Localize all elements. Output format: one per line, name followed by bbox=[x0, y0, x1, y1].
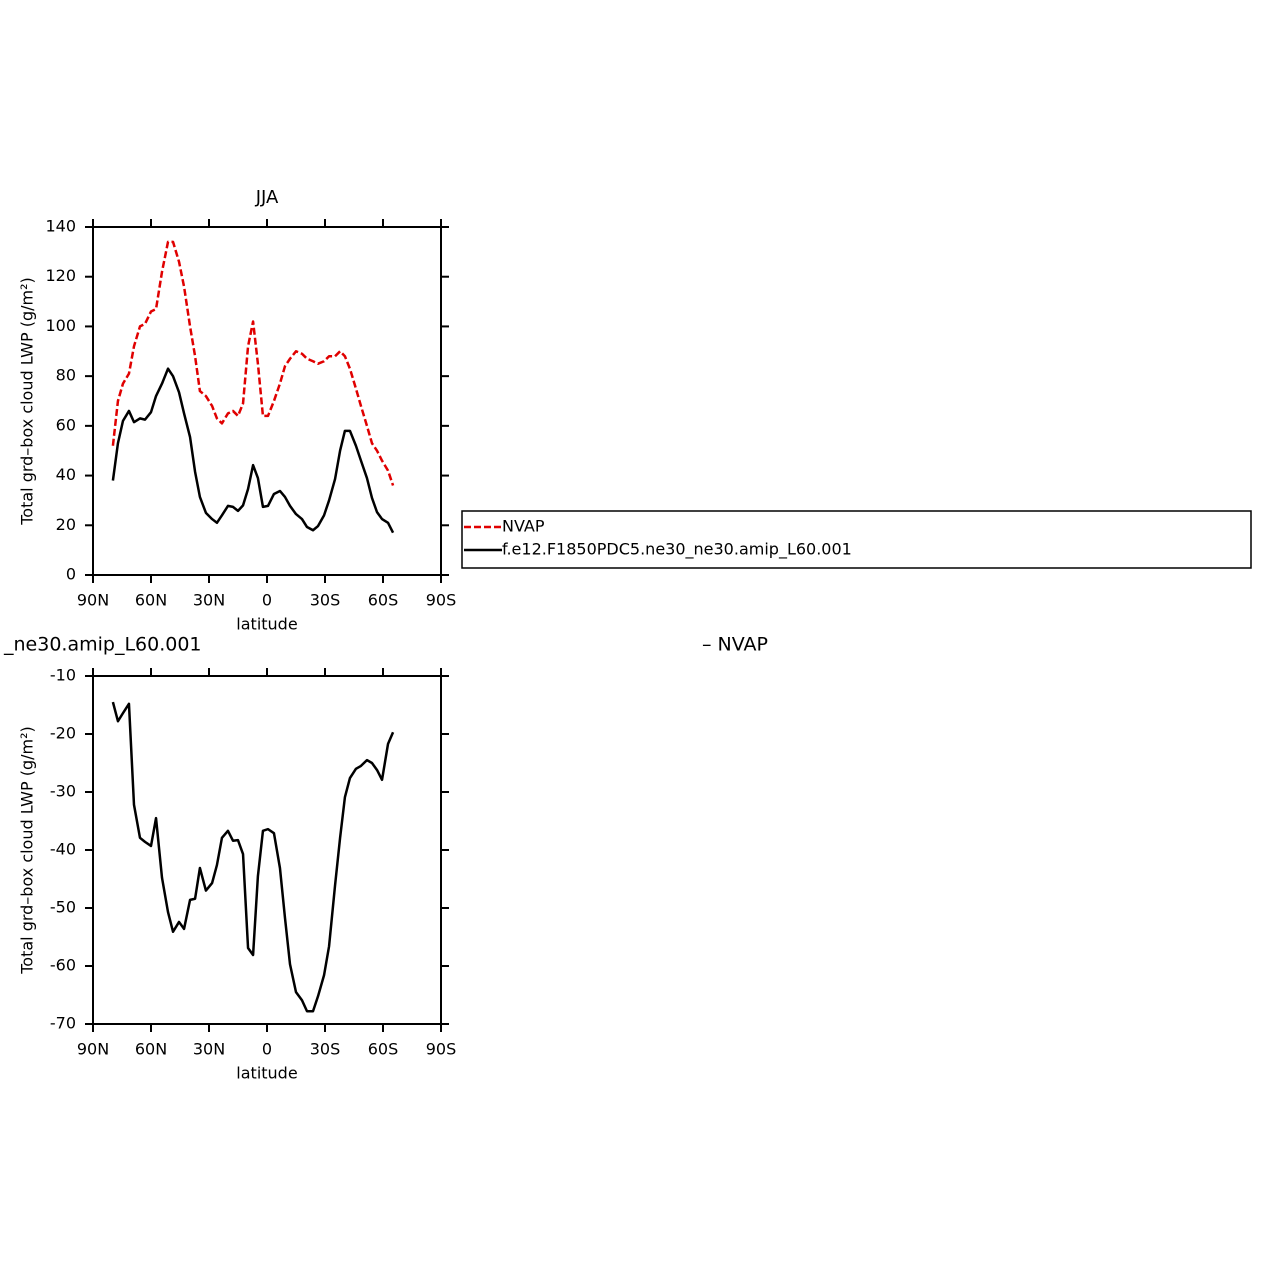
x-tick-label: 60S bbox=[368, 591, 399, 610]
y-tick-label: -40 bbox=[50, 840, 76, 859]
x-tick-label: 30N bbox=[193, 591, 225, 610]
legend-label: f.e12.F1850PDC5.ne30_ne30.amip_L60.001 bbox=[502, 540, 852, 560]
x-tick-label: 60S bbox=[368, 1040, 399, 1059]
y-tick-label: 140 bbox=[45, 217, 76, 236]
y-tick-label: 80 bbox=[56, 366, 76, 385]
x-tick-label: 0 bbox=[262, 1040, 272, 1059]
chart-title-left: _ne30.amip_L60.001 bbox=[3, 634, 202, 656]
x-tick-label: 90N bbox=[77, 591, 109, 610]
y-tick-label: -60 bbox=[50, 956, 76, 975]
y-axis-label: Total grd–box cloud LWP (g/m²) bbox=[18, 277, 37, 526]
x-tick-label: 90N bbox=[77, 1040, 109, 1059]
y-tick-label: -30 bbox=[50, 782, 76, 801]
x-tick-label: 0 bbox=[262, 591, 272, 610]
y-tick-label: 20 bbox=[56, 515, 76, 534]
y-axis-label: Total grd–box cloud LWP (g/m²) bbox=[18, 726, 37, 975]
chart-title: JJA bbox=[255, 187, 279, 208]
x-tick-label: 90S bbox=[426, 1040, 457, 1059]
y-tick-label: 100 bbox=[45, 316, 76, 335]
y-tick-label: -50 bbox=[50, 898, 76, 917]
x-tick-label: 30S bbox=[310, 591, 341, 610]
data-line bbox=[111, 367, 395, 534]
plot-frame bbox=[92, 675, 442, 1025]
y-tick-label: -10 bbox=[50, 666, 76, 685]
y-tick-label: -70 bbox=[50, 1014, 76, 1033]
x-tick-label: 60N bbox=[135, 1040, 167, 1059]
x-axis-label: latitude bbox=[236, 615, 297, 634]
chart-title-right: – NVAP bbox=[702, 634, 768, 656]
y-tick-label: 60 bbox=[56, 415, 76, 434]
x-axis-label: latitude bbox=[236, 1064, 297, 1083]
y-tick-label: 120 bbox=[45, 266, 76, 285]
data-line bbox=[111, 240, 395, 486]
x-tick-label: 30S bbox=[310, 1040, 341, 1059]
y-tick-label: 0 bbox=[66, 565, 76, 584]
legend-label: NVAP bbox=[502, 517, 545, 536]
legend-box bbox=[461, 510, 1252, 569]
x-tick-label: 60N bbox=[135, 591, 167, 610]
y-tick-label: 40 bbox=[56, 465, 76, 484]
data-line bbox=[111, 701, 395, 1013]
x-tick-label: 30N bbox=[193, 1040, 225, 1059]
y-tick-label: -20 bbox=[50, 724, 76, 743]
x-tick-label: 90S bbox=[426, 591, 457, 610]
